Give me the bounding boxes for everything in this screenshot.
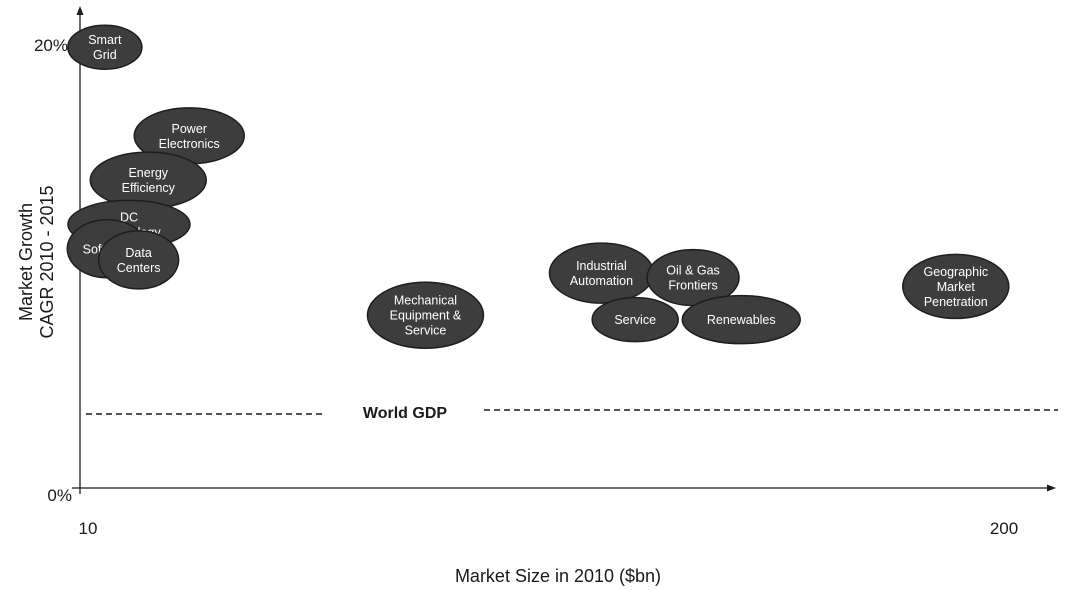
y-tick-label-top: 20% <box>34 36 68 55</box>
bubble-label: Data <box>125 246 151 260</box>
bubble-label: Mechanical <box>394 294 457 308</box>
x-axis-arrow <box>1047 484 1056 492</box>
bubble-label: Smart <box>88 33 122 47</box>
y-axis-arrow <box>76 6 84 15</box>
y-axis-title-line1: Market Growth <box>16 203 36 321</box>
bubble-label: Oil & Gas <box>666 264 720 278</box>
bubble-label: Industrial <box>576 259 627 273</box>
bubble-shape <box>902 253 1010 320</box>
bubble-label: Renewables <box>707 313 776 327</box>
bubble-shape <box>681 294 802 345</box>
x-axis-title: Market Size in 2010 ($bn) <box>455 566 661 586</box>
bubble-label: Frontiers <box>668 279 717 293</box>
bubbles-group: SmartGridPowerElectronicsEnergyEfficienc… <box>66 24 1010 349</box>
bubble-label: Service <box>405 324 447 338</box>
world-gdp-label: World GDP <box>363 405 447 422</box>
x-tick-label-left: 10 <box>79 519 98 538</box>
bubble-label: Efficiency <box>122 181 176 195</box>
bubble-shape <box>591 296 679 343</box>
bubble-label: Energy <box>128 166 168 180</box>
bubble-label: Equipment & <box>390 309 462 323</box>
bubble-label: Grid <box>93 48 117 62</box>
bubble-label: Electronics <box>159 137 220 151</box>
y-tick-label-bottom: 0% <box>47 486 72 505</box>
x-tick-label-right: 200 <box>990 519 1018 538</box>
y-axis-title-line2: CAGR 2010 - 2015 <box>37 185 57 338</box>
bubble-label: Penetration <box>924 295 988 309</box>
bubble-label: Service <box>614 313 656 327</box>
bubble-shape <box>97 230 180 290</box>
bubble-label: DC <box>120 210 138 224</box>
bubble-shape <box>366 281 485 349</box>
bubble: Renewables <box>681 294 802 345</box>
bubble: Service <box>591 296 679 343</box>
bubble-label: Power <box>172 122 207 136</box>
bubble-label: Geographic <box>923 265 988 279</box>
bubble-label: Centers <box>117 261 161 275</box>
bubble-label: Automation <box>570 274 633 288</box>
bubble-shape <box>67 24 143 70</box>
bubble-label: Market <box>937 280 976 294</box>
